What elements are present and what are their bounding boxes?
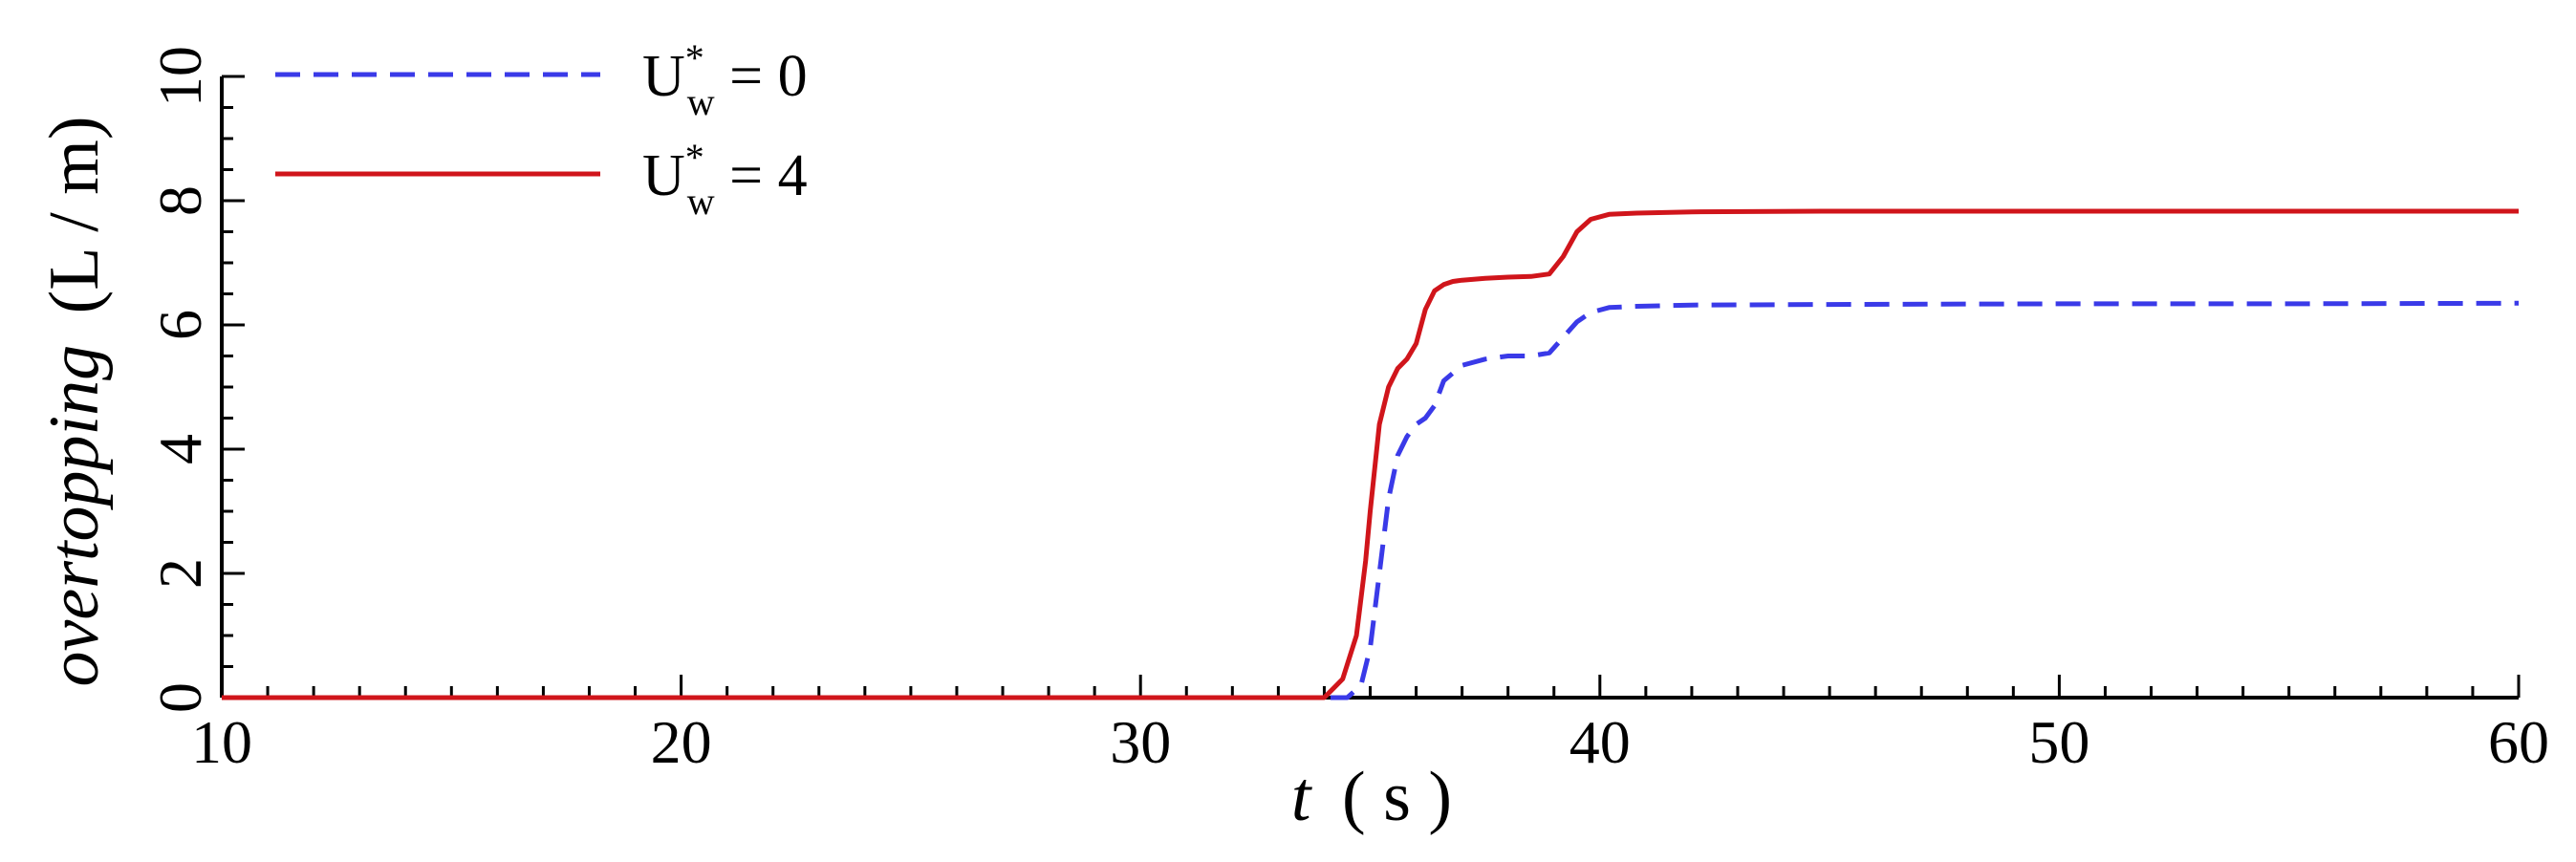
x-axis-variable: t <box>1291 758 1313 836</box>
y-tick-label: 8 <box>146 185 214 216</box>
x-axis-title: t ( s ) <box>1291 758 1452 836</box>
y-axis-title: overtopping (L / m) <box>35 117 114 687</box>
y-axis-unit: (L / m) <box>35 117 114 314</box>
series-line-1 <box>222 208 2519 700</box>
x-tick-label: 60 <box>2488 708 2549 776</box>
x-tick-label: 10 <box>191 708 252 776</box>
x-tick-label: 20 <box>651 708 712 776</box>
legend-label-1: U* w = 4 <box>642 136 808 223</box>
y-tick-label: 4 <box>146 434 214 464</box>
x-axis-unit: ( s ) <box>1342 758 1452 836</box>
series-lines <box>222 208 2520 700</box>
series-line-0 <box>222 300 2520 700</box>
legend: U* w = 0 U* w = 4 <box>275 36 808 223</box>
y-tick-label: 6 <box>146 310 214 340</box>
x-tick-label: 30 <box>1110 708 1171 776</box>
x-tick-label: 50 <box>2028 708 2089 776</box>
y-tick-label: 10 <box>146 46 214 107</box>
axes: 10 20 30 40 50 60 0 2 4 6 8 10 <box>146 46 2549 776</box>
y-axis-variable: overtopping <box>35 345 114 687</box>
x-tick-label: 40 <box>1569 708 1631 776</box>
legend-label-0: U* w = 0 <box>642 36 808 123</box>
y-tick-label: 0 <box>146 682 214 713</box>
y-tick-label: 2 <box>146 558 214 589</box>
